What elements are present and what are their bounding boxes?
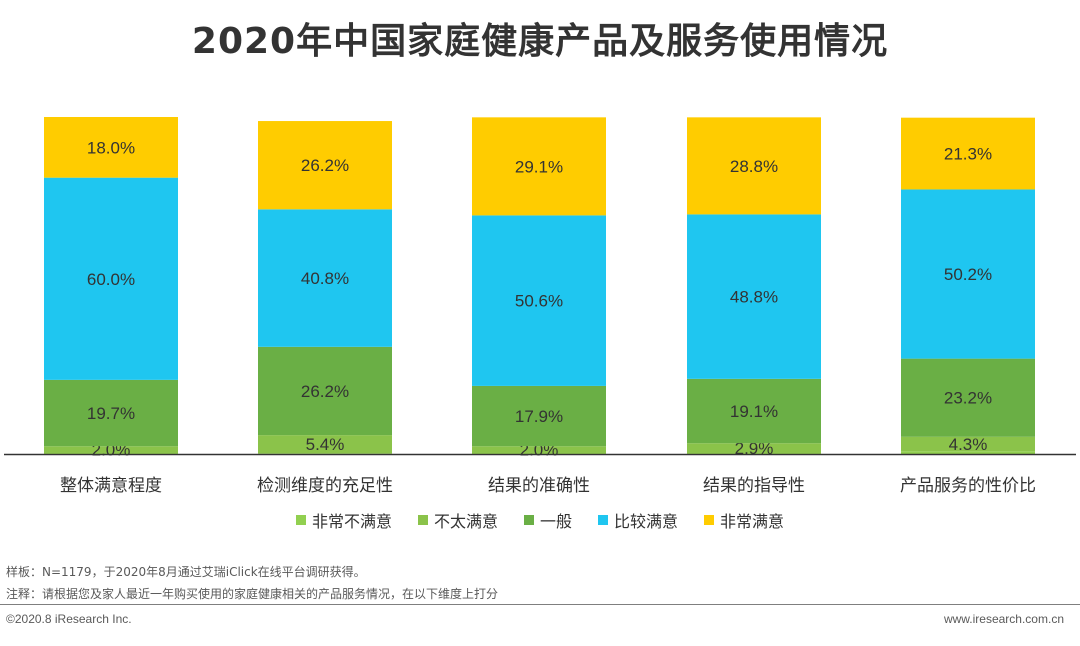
category-label: 产品服务的性价比 (900, 476, 1036, 496)
category-label: 结果的指导性 (703, 476, 805, 496)
legend-label: 非常满意 (720, 512, 785, 531)
bar-segment (687, 214, 821, 379)
legend-label: 非常不满意 (311, 512, 392, 531)
data-label: 17.9% (515, 407, 563, 426)
website-link[interactable]: www.iresearch.com.cn (943, 612, 1064, 626)
data-label: 19.1% (730, 402, 778, 421)
legend-swatch (417, 515, 428, 525)
data-label: 21.3% (944, 145, 992, 164)
data-label: 19.7% (87, 404, 135, 423)
bar-segment (472, 452, 606, 454)
bar-segment (472, 385, 606, 447)
bar-segment (472, 117, 606, 216)
bar-segment (44, 446, 178, 453)
legend-swatch (523, 515, 534, 525)
bar-segment (687, 452, 821, 454)
bar-segment (44, 379, 178, 447)
bar-segment (472, 215, 606, 386)
bar-segment (901, 436, 1035, 452)
legend-label: 一般 (539, 512, 572, 531)
legend-item: 比较满意 (598, 508, 678, 532)
data-label: 29.1% (515, 157, 563, 176)
data-label: 26.2% (301, 382, 349, 401)
legend-item: 非常满意 (704, 508, 784, 532)
data-label: 23.2% (944, 389, 992, 408)
bar-segment (258, 453, 392, 454)
bar-segment (687, 378, 821, 444)
data-label: 5.4% (306, 435, 345, 454)
bar-segment (901, 189, 1035, 359)
legend-swatch (704, 515, 715, 525)
bar-segment (258, 346, 392, 436)
chart-title: 2020年中国家庭健康产品及服务使用情况 (191, 21, 889, 62)
legend-item: 不太满意 (417, 508, 498, 532)
data-label: 28.8% (730, 157, 778, 176)
bar-segment (44, 117, 178, 178)
bar-segment (687, 117, 821, 215)
bar-segment (258, 435, 392, 454)
legend-swatch (598, 515, 608, 525)
legend-label: 不太满意 (433, 512, 498, 531)
legend-item: 一般 (523, 508, 572, 532)
data-label: 50.2% (944, 265, 992, 284)
bar-segment (901, 117, 1035, 190)
bar-segment (258, 121, 392, 210)
category-label: 整体满意程度 (60, 476, 162, 496)
data-label: 50.6% (515, 292, 563, 311)
legend-item: 非常不满意 (295, 508, 392, 532)
data-label: 60.0% (87, 270, 135, 289)
data-label: 40.8% (301, 269, 349, 288)
bar-segment (472, 446, 606, 453)
sample-note: 样板：N=1179，于2020年8月通过艾瑞iClick在线平台调研获得。 (6, 565, 366, 579)
stacked-bar-chart: 2.0%19.7%60.0%18.0%整体满意程度5.4%26.2%40.8%2… (4, 117, 1076, 496)
bar-segment (687, 443, 821, 453)
bar-segment (258, 209, 392, 347)
data-label: 4.3% (949, 435, 988, 454)
copyright-text: ©2020.8 iResearch Inc. (6, 612, 132, 626)
bar-segment (901, 358, 1035, 437)
category-label: 检测维度的充足性 (257, 476, 393, 496)
data-label: 2.9% (735, 439, 774, 458)
bar-segment (44, 177, 178, 380)
data-label: 48.8% (730, 288, 778, 307)
footer-divider (0, 604, 1080, 605)
category-label: 结果的准确性 (488, 476, 590, 496)
data-label: 26.2% (301, 156, 349, 175)
data-label: 18.0% (87, 138, 135, 157)
chart-legend: 非常不满意 不太满意 一般 比较满意 非常满意 (0, 508, 1080, 532)
legend-swatch (295, 515, 306, 525)
bar-segment (901, 451, 1035, 454)
legend-label: 比较满意 (614, 512, 679, 531)
annotation-note: 注释：请根据您及家人最近一年购买使用的家庭健康相关的产品服务情况，在以下维度上打… (6, 587, 499, 601)
bar-segment (44, 452, 178, 454)
